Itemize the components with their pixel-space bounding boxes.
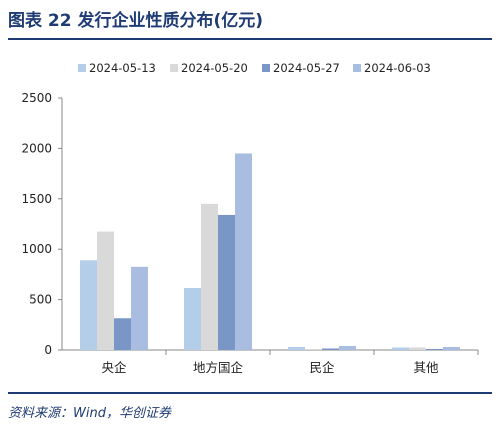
bar [288,346,305,350]
x-tick-label: 其他 [413,360,439,375]
legend-swatch [170,64,178,72]
legend-label: 2024-06-03 [364,61,431,75]
bar [339,345,356,350]
bar [409,347,426,350]
bar [201,203,218,350]
x-tick-label: 民企 [309,360,335,375]
bar [184,288,201,350]
bar-chart: 2024-05-13 2024-05-20 2024-05-27 2024-06-03… [21,61,479,375]
footer-divider [8,392,492,394]
y-tick-label: 2000 [21,141,52,155]
legend-label: 2024-05-13 [89,61,156,75]
x-tick-label: 地方国企 [193,360,244,375]
legend-label: 2024-05-27 [273,61,340,75]
y-tick-label: 500 [29,293,52,307]
bar [426,348,443,350]
y-tick-label: 1000 [21,242,52,256]
bar [114,318,131,350]
bar [97,231,114,350]
x-tick-label: 央企 [101,360,127,375]
title-divider [8,38,492,40]
y-tick-label: 0 [44,343,52,357]
bar [322,348,339,350]
legend-label: 2024-05-20 [181,61,248,75]
bar [235,153,252,350]
bar [305,348,322,350]
legend-swatch [78,64,86,72]
bar [443,346,460,350]
chart-title: 图表 22 发行企业性质分布(亿元) [8,11,264,31]
legend-swatch [262,64,270,72]
source-note: 资料来源：Wind，华创证券 [8,406,171,421]
legend-swatch [353,64,361,72]
chart-header: 图表 22 发行企业性质分布(亿元) [0,0,500,40]
bar [80,260,97,350]
y-tick-label: 2500 [21,91,52,105]
bar [131,266,148,350]
bar [218,214,235,350]
bar [392,347,409,350]
y-tick-label: 1500 [21,192,52,206]
